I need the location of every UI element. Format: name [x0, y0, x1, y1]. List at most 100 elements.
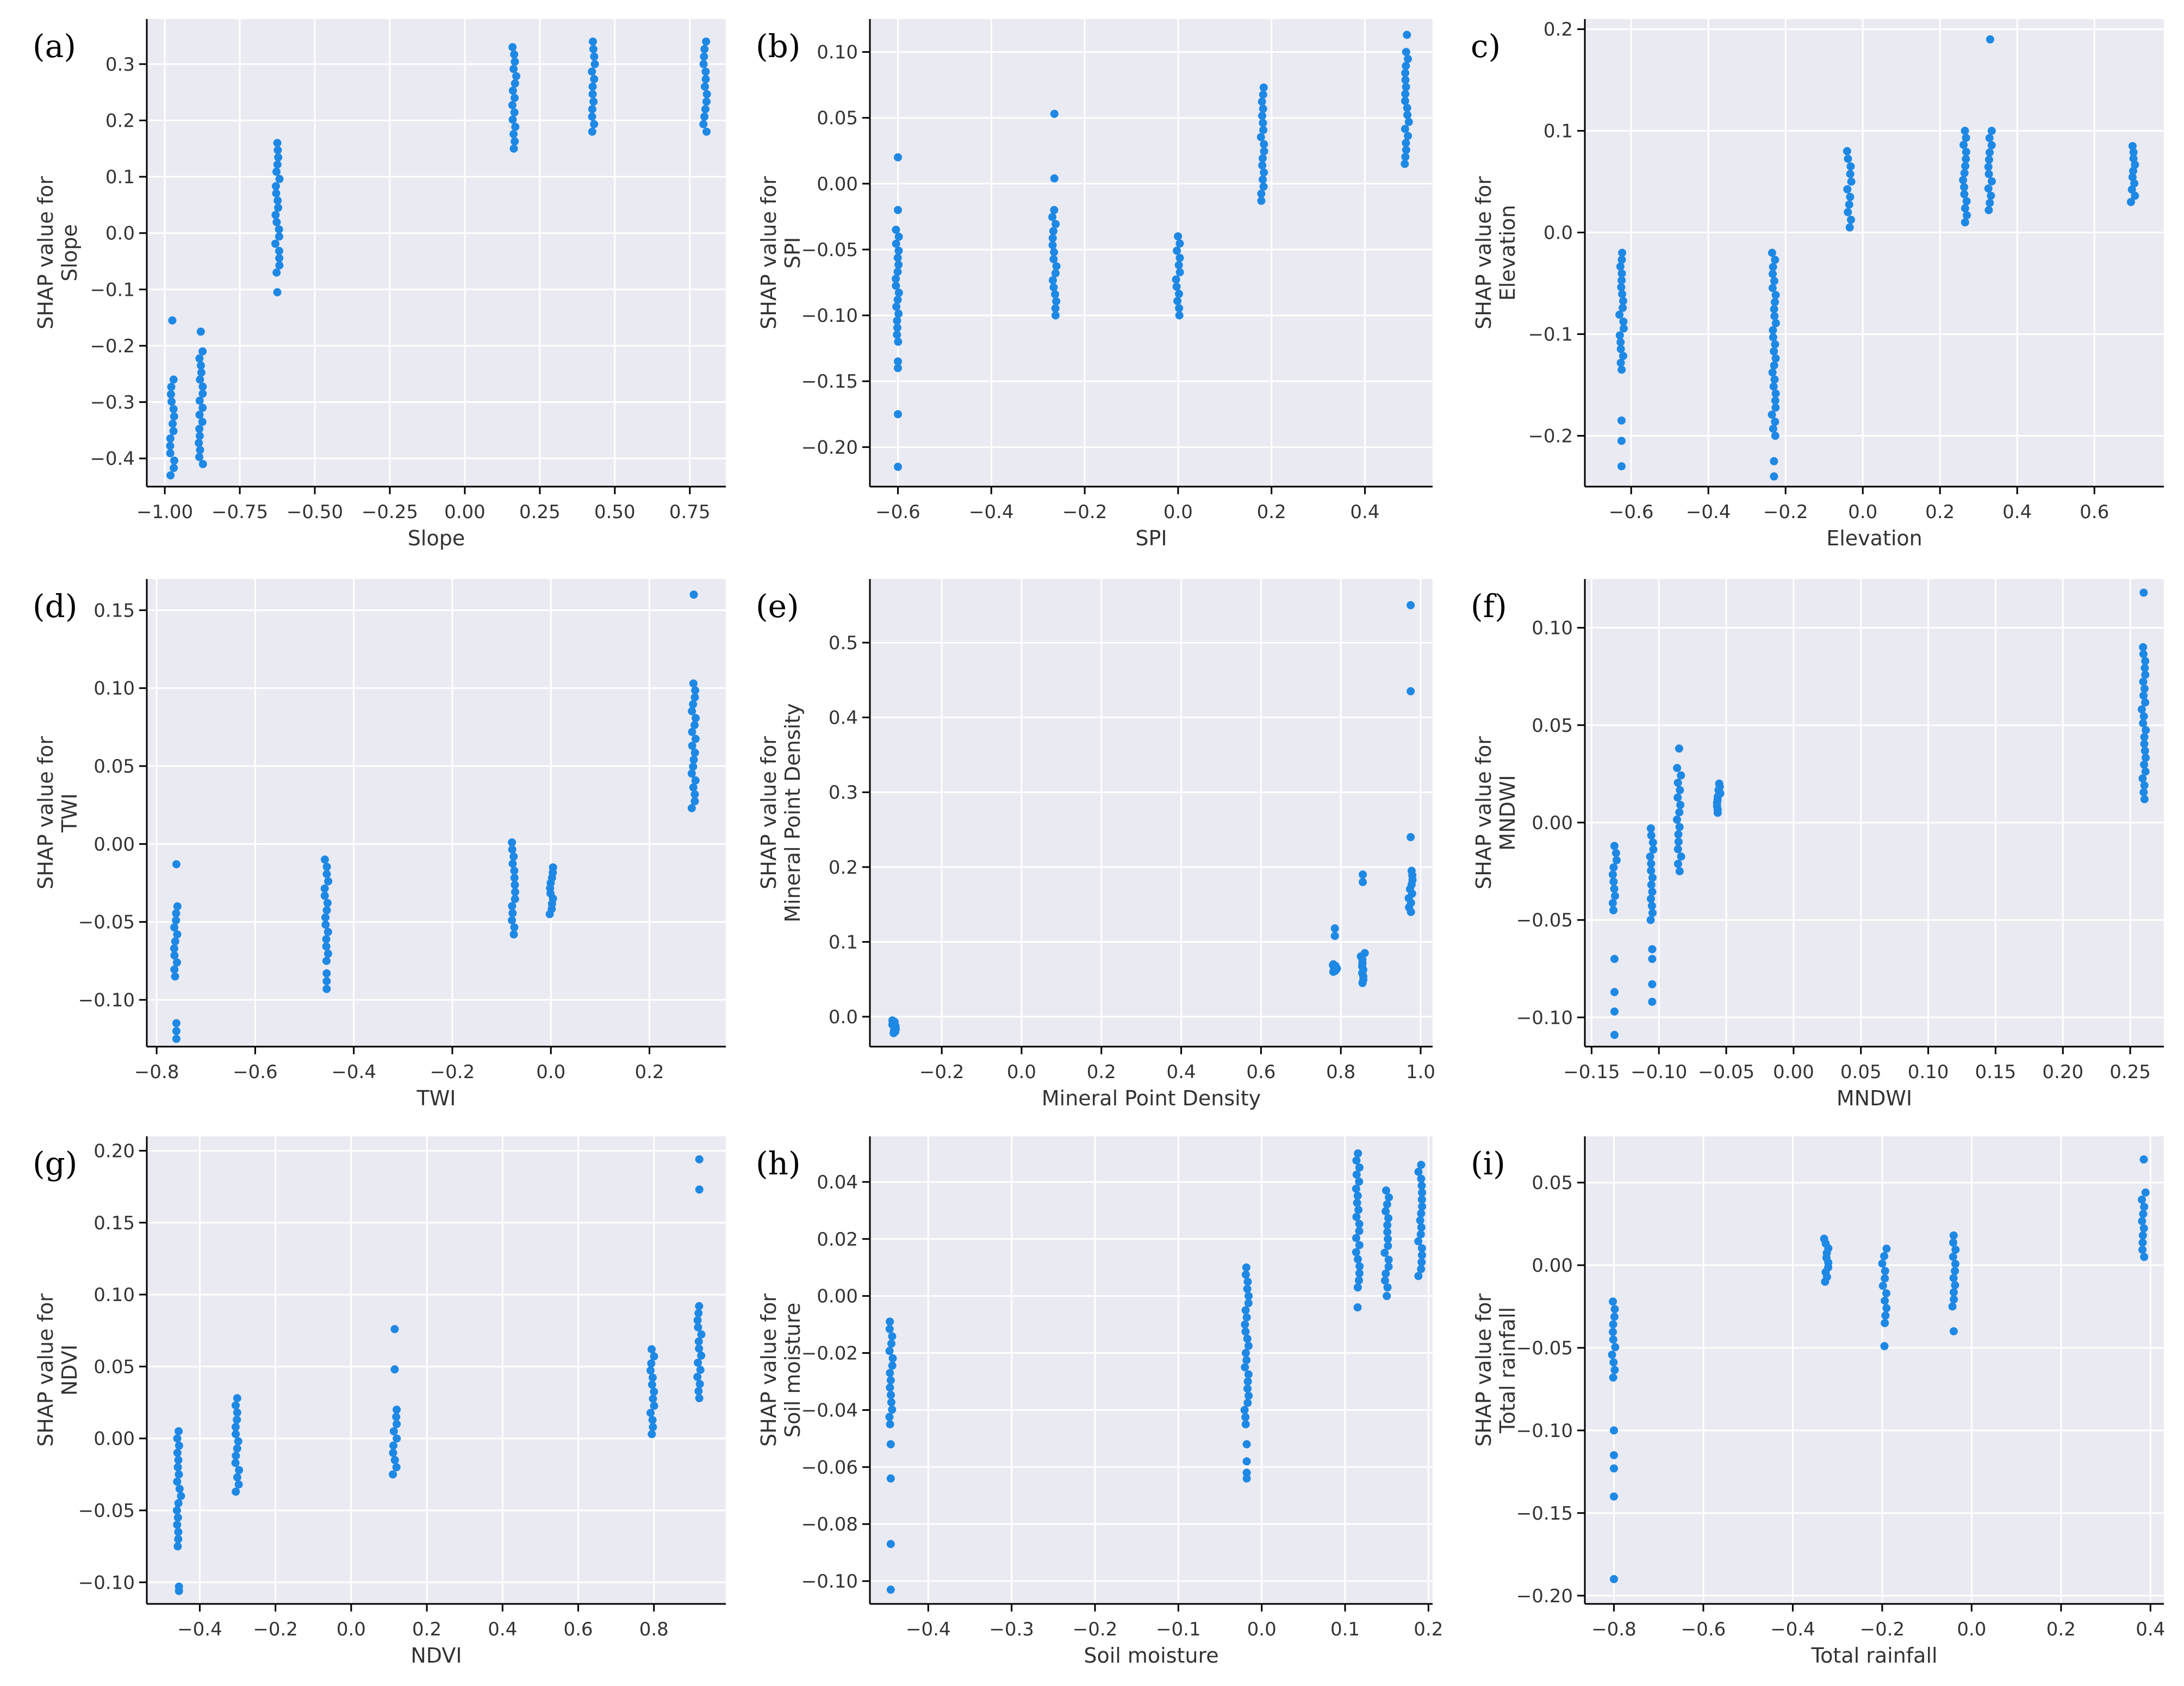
data-point: [700, 45, 709, 53]
x-tick-label: 0.00: [1773, 1061, 1814, 1083]
x-axis-label: MNDWI: [1837, 1086, 1912, 1110]
data-point: [1617, 269, 1626, 278]
data-point: [1401, 69, 1410, 77]
data-point: [2142, 754, 2150, 762]
panel-label: c): [1471, 28, 1501, 65]
data-point: [1259, 90, 1267, 99]
data-point: [1417, 1174, 1426, 1183]
x-tick-label: 0.1: [1330, 1619, 1360, 1640]
data-point: [172, 1506, 181, 1515]
data-point: [2140, 1253, 2149, 1261]
data-point: [1882, 1245, 1891, 1253]
data-point: [1257, 196, 1266, 205]
data-point: [168, 316, 177, 325]
plot-area: [147, 579, 726, 1047]
data-point: [170, 412, 178, 421]
y-axis-label-line: SHAP value for: [1472, 1293, 1496, 1447]
data-point: [1647, 866, 1656, 875]
data-point: [1401, 125, 1409, 133]
data-point: [885, 1347, 894, 1355]
data-point: [173, 958, 182, 967]
data-point: [390, 1325, 399, 1334]
data-point: [1352, 1234, 1360, 1242]
data-point: [1172, 282, 1181, 291]
data-point: [888, 1405, 897, 1414]
data-point: [1051, 269, 1060, 278]
data-point: [272, 218, 281, 227]
data-point: [695, 1380, 704, 1389]
data-point: [691, 686, 700, 695]
data-point: [392, 1463, 401, 1472]
data-point: [1881, 1296, 1889, 1305]
data-point: [195, 425, 204, 433]
data-point: [700, 82, 709, 91]
data-point: [1619, 324, 1628, 333]
data-point: [1050, 248, 1059, 257]
data-point: [1769, 333, 1777, 341]
data-point: [1610, 988, 1619, 997]
y-tick-label: −0.05: [78, 1500, 135, 1522]
plot-area: [1585, 19, 2164, 487]
data-point: [1355, 1220, 1364, 1228]
data-point: [1770, 361, 1778, 370]
y-tick-label: 0.3: [105, 54, 135, 76]
panel-3: −0.6 −0.4 −0.2 0.0 0.2 0.4 0.6 −0.2 −0.1 0.0 0.1 0.…: [1471, 19, 2164, 550]
y-tick-label: −0.15: [1516, 1503, 1573, 1525]
data-point: [1770, 277, 1778, 285]
x-tick-label: 0.2: [1925, 501, 1955, 523]
x-tick-label: 0.4: [2136, 1619, 2165, 1640]
data-point: [1647, 859, 1656, 868]
data-point: [322, 870, 331, 879]
data-point: [1385, 1193, 1393, 1202]
y-tick-label: 0.4: [829, 707, 858, 729]
data-point: [1402, 83, 1410, 91]
data-point: [1050, 109, 1059, 118]
data-point: [1649, 845, 1658, 854]
x-tick-label: 0.10: [1908, 1061, 1949, 1083]
x-tick-label: 0.2: [2046, 1619, 2076, 1640]
data-point: [1984, 163, 1993, 171]
y-axis-label: SHAP value forTWI: [34, 736, 82, 889]
data-point: [393, 1405, 401, 1414]
data-point: [1647, 880, 1656, 889]
data-point: [1881, 1311, 1890, 1320]
data-point: [1984, 206, 1993, 214]
data-point: [1769, 382, 1778, 391]
data-point: [695, 1394, 704, 1403]
data-point: [1353, 1303, 1362, 1312]
data-point: [1402, 146, 1410, 154]
data-point: [1648, 909, 1657, 917]
data-point: [274, 203, 283, 212]
data-point: [195, 410, 204, 419]
data-point: [695, 1185, 704, 1194]
data-point: [1051, 290, 1060, 298]
data-point: [1610, 892, 1619, 900]
data-point: [648, 1345, 656, 1354]
panel-label: (i): [1471, 1145, 1505, 1182]
data-point: [1648, 873, 1657, 882]
data-point: [509, 130, 518, 139]
data-point: [2139, 712, 2148, 720]
y-axis-label-line: NDVI: [58, 1345, 82, 1396]
y-tick-label: −0.3: [90, 392, 135, 414]
data-point: [699, 120, 708, 128]
y-tick-label: 0.0: [105, 223, 135, 245]
data-point: [2128, 173, 2137, 182]
data-point: [171, 972, 179, 981]
data-point: [1258, 161, 1267, 170]
data-point: [1770, 472, 1778, 481]
y-tick-label: −0.10: [78, 990, 135, 1011]
data-point: [198, 460, 207, 469]
data-point: [1259, 83, 1268, 92]
data-point: [511, 94, 519, 102]
data-point: [1260, 168, 1268, 177]
panel-label: (a): [33, 28, 76, 65]
data-point: [390, 1455, 399, 1464]
data-point: [894, 232, 903, 241]
y-axis-label: SHAP value forSPI: [757, 176, 805, 329]
data-point: [1352, 1156, 1361, 1165]
data-point: [588, 37, 597, 46]
data-point: [1175, 311, 1184, 320]
data-point: [1174, 232, 1183, 241]
data-point: [1241, 1306, 1250, 1315]
